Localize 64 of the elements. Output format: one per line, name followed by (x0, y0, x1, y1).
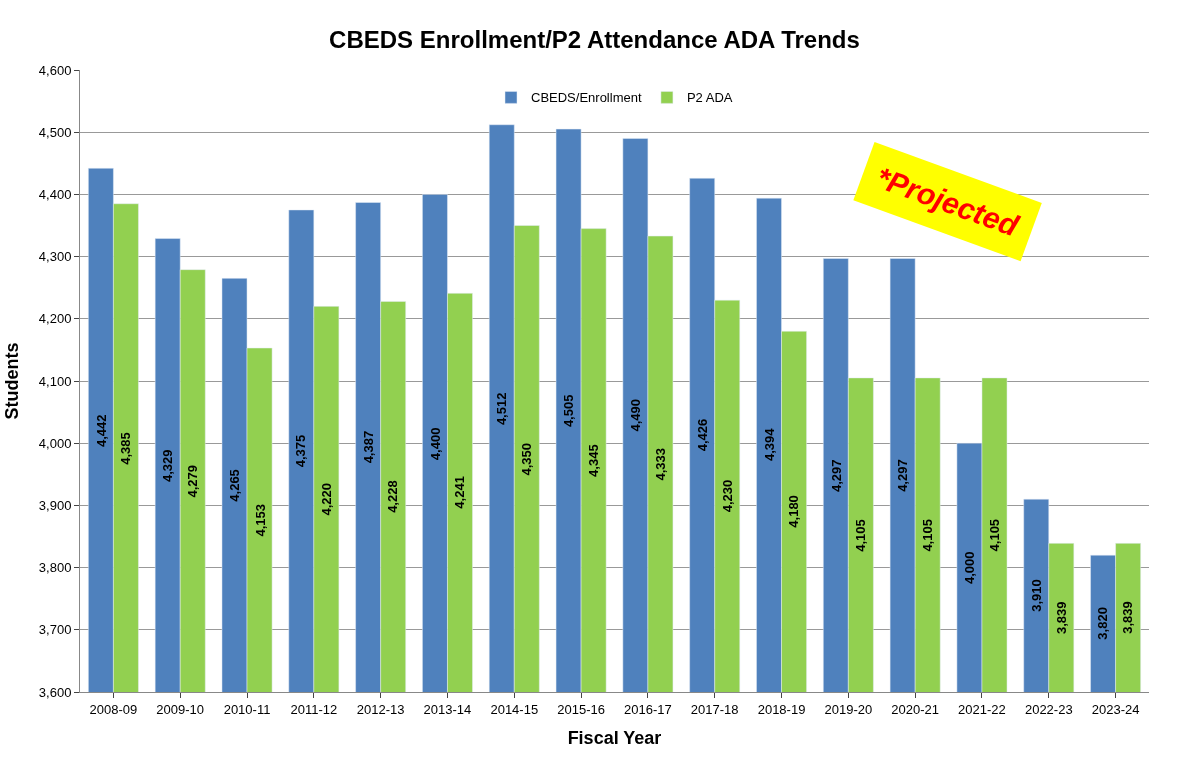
legend-label: P2 ADA (686, 90, 733, 106)
data-label: 4,230 (720, 479, 736, 513)
x-axis-title: Fiscal Year (567, 727, 662, 748)
data-label: 4,000 (961, 551, 977, 585)
data-label: 4,297 (828, 459, 844, 493)
x-tick-label: 2008-09 (89, 701, 138, 717)
data-label: 4,426 (695, 418, 711, 452)
data-label: 4,333 (653, 447, 669, 481)
data-label: 4,385 (118, 432, 134, 465)
data-label: 4,400 (427, 427, 443, 461)
legend-label: CBEDS/Enrollment (531, 90, 642, 106)
data-label: 4,490 (628, 399, 644, 432)
data-label: 4,442 (93, 414, 109, 448)
y-tick-label: 4,100 (38, 373, 72, 389)
data-label: 4,375 (293, 434, 309, 468)
data-label: 4,105 (852, 519, 868, 552)
y-tick-label: 4,500 (38, 124, 72, 140)
x-tick-label: 2010-11 (223, 701, 271, 717)
data-label: 4,329 (160, 449, 176, 482)
x-tick-label: 2016-17 (624, 701, 672, 717)
chart-title: CBEDS Enrollment/P2 Attendance ADA Trends (329, 26, 860, 54)
y-tick-label: 4,300 (38, 249, 72, 265)
data-label: 3,820 (1095, 607, 1111, 640)
data-label: 4,394 (761, 427, 777, 462)
y-tick-label: 4,400 (38, 186, 72, 202)
x-tick-label: 2013-14 (423, 701, 472, 717)
data-label: 3,839 (1053, 601, 1069, 634)
data-label: 4,345 (586, 444, 602, 477)
data-label: 4,279 (184, 465, 200, 498)
data-label: 4,265 (227, 469, 243, 502)
data-label: 4,153 (252, 504, 268, 537)
data-label: 4,512 (494, 392, 510, 426)
x-tick-label: 2009-10 (156, 701, 205, 717)
x-tick-label: 2011-12 (290, 701, 338, 717)
y-tick-label: 3,700 (38, 622, 72, 638)
x-tick-label: 2022-23 (1024, 701, 1073, 717)
x-tick-label: 2023-24 (1091, 701, 1140, 717)
x-tick-label: 2012-13 (356, 701, 405, 717)
data-label: 4,105 (919, 519, 935, 552)
x-tick-label: 2021-22 (958, 701, 1006, 717)
y-tick-label: 3,800 (38, 560, 72, 576)
x-tick-label: 2019-20 (824, 701, 873, 717)
data-label: 4,350 (519, 443, 535, 476)
y-tick-label: 3,900 (38, 497, 72, 513)
data-label: 4,297 (895, 459, 911, 492)
x-tick-label: 2014-15 (490, 701, 539, 717)
data-label: 4,505 (561, 394, 577, 428)
y-tick-label: 3,600 (38, 684, 72, 700)
y-tick-label: 4,000 (38, 435, 72, 451)
data-label: 3,910 (1028, 579, 1044, 612)
data-label: 4,241 (452, 476, 468, 509)
data-label: 4,228 (385, 480, 401, 513)
data-label: 3,839 (1120, 601, 1136, 634)
y-axis-title: Students (2, 342, 23, 420)
data-label: 4,387 (360, 430, 376, 464)
x-tick-label: 2020-21 (891, 701, 940, 717)
data-label: 4,220 (319, 483, 335, 516)
y-tick-label: 4,600 (38, 62, 72, 78)
x-tick-label: 2015-16 (557, 701, 605, 717)
data-label: 4,180 (786, 495, 802, 528)
x-tick-label: 2018-19 (757, 701, 806, 717)
data-label: 4,105 (986, 518, 1002, 552)
y-tick-label: 4,200 (38, 311, 72, 327)
x-tick-label: 2017-18 (690, 701, 739, 717)
